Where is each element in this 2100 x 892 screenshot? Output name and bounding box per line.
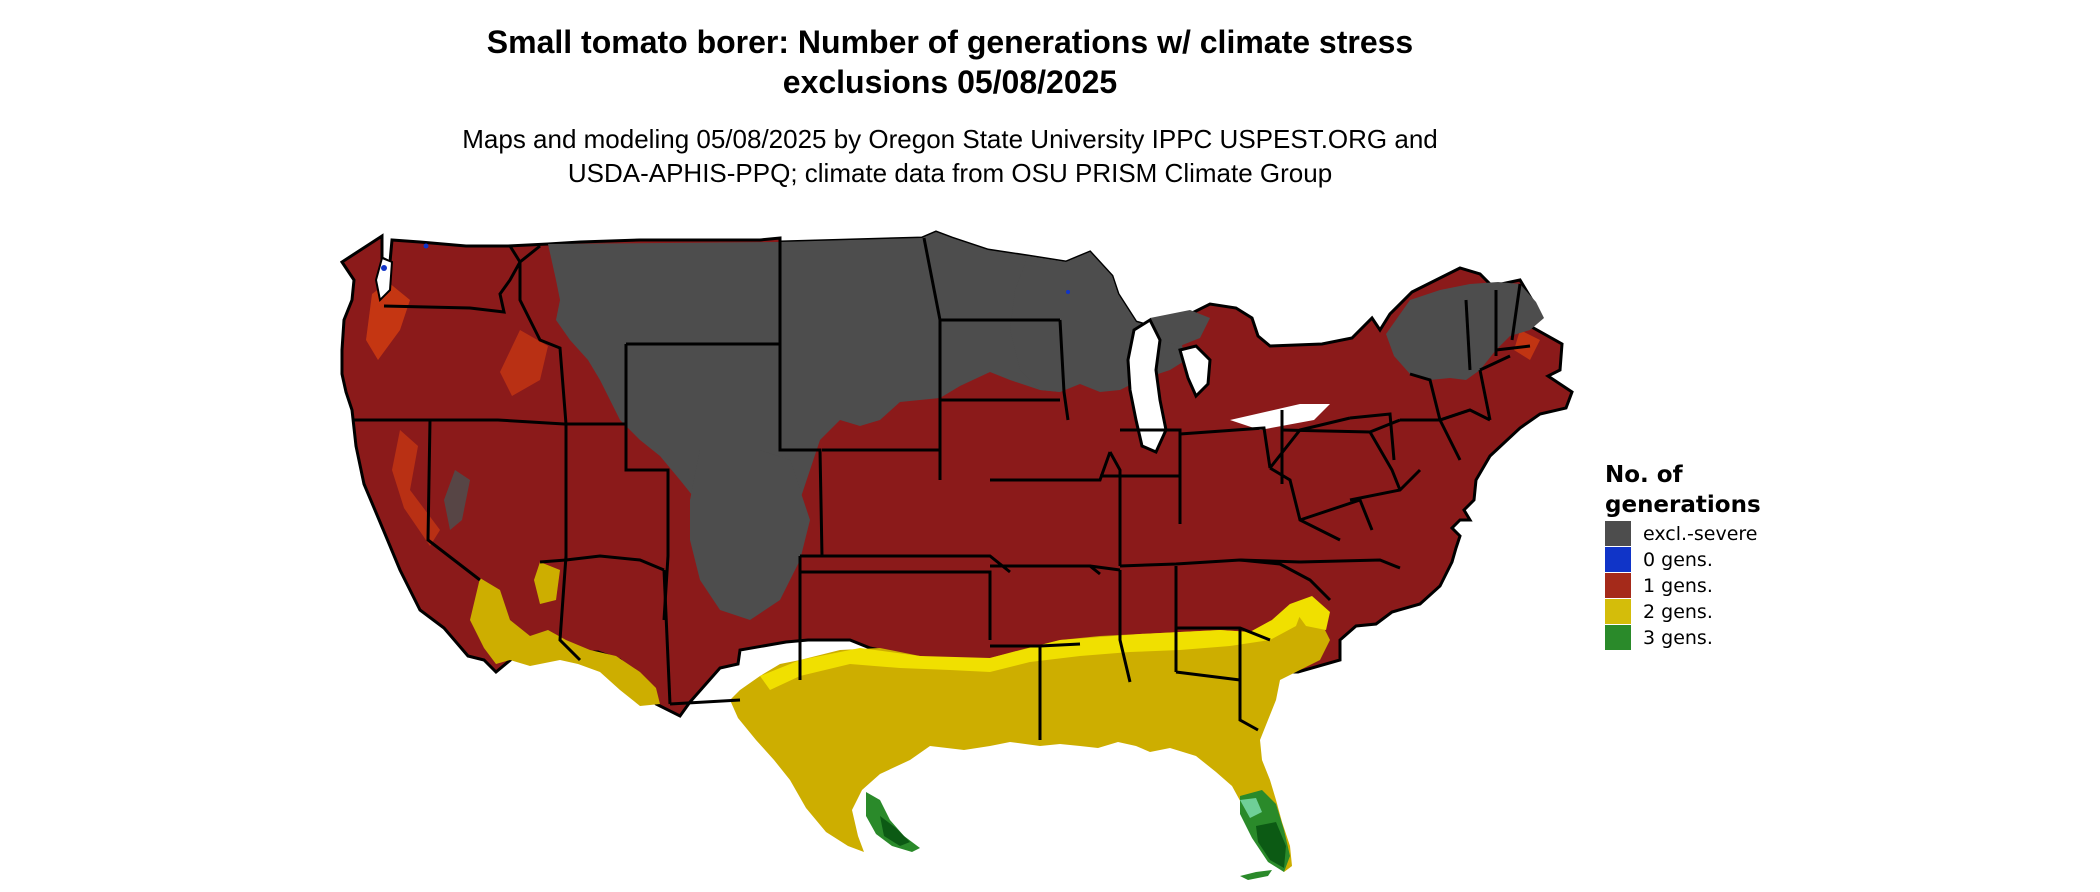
region-excluded-michigan-up <box>1150 310 1210 346</box>
subtitle-line-2: USDA-APHIS-PPQ; climate data from OSU PR… <box>567 158 1333 188</box>
region-two-generations-bright <box>760 604 1302 690</box>
puget-sound <box>374 256 394 303</box>
legend: No. of generations excl.-severe 0 gens. … <box>1605 460 1761 650</box>
title-line-1: Small tomato borer: Number of generation… <box>486 24 1414 60</box>
legend-item-two-gens: 2 gens. <box>1605 599 1761 624</box>
region-three-generations-florida-light <box>1240 798 1262 818</box>
region-three-generations-florida-dark <box>1256 822 1286 868</box>
region-two-generations-nc <box>1290 596 1330 630</box>
region-one-generation-light-1 <box>366 282 410 360</box>
legend-item-excluded: excl.-severe <box>1605 521 1761 546</box>
region-excluded-nevada-patch <box>444 470 470 530</box>
legend-swatch-three-gens <box>1605 625 1631 650</box>
zero-gen-spot-2 <box>423 243 429 249</box>
legend-item-three-gens: 3 gens. <box>1605 625 1761 650</box>
region-three-generations-texas-dark <box>880 816 910 846</box>
subtitle-line-1: Maps and modeling 05/08/2025 by Oregon S… <box>462 124 1438 154</box>
map-subtitle: Maps and modeling 05/08/2025 by Oregon S… <box>0 122 1900 190</box>
region-three-generations-texas <box>866 792 920 852</box>
region-three-generations-keys <box>1240 870 1272 880</box>
legend-title: No. of generations <box>1605 460 1761 520</box>
legend-label: excl.-severe <box>1643 522 1758 545</box>
legend-label: 1 gens. <box>1643 574 1713 597</box>
legend-title-line-1: No. of <box>1605 462 1683 488</box>
lake-erie-shore <box>1230 404 1330 430</box>
region-two-generations-california <box>470 578 660 706</box>
region-excluded-colorado <box>690 450 810 620</box>
legend-label: 2 gens. <box>1643 600 1713 623</box>
zero-gen-spot-1 <box>381 265 387 271</box>
lake-huron-shore <box>1178 344 1212 399</box>
zero-gen-spot-3 <box>1066 290 1070 294</box>
legend-item-zero-gens: 0 gens. <box>1605 547 1761 572</box>
legend-swatch-two-gens <box>1605 599 1631 624</box>
legend-label: 3 gens. <box>1643 626 1713 649</box>
legend-swatch-zero-gens <box>1605 547 1631 572</box>
region-two-generations-arizona <box>534 562 560 604</box>
lake-michigan <box>1126 317 1168 454</box>
map-title: Small tomato borer: Number of generation… <box>0 22 1900 102</box>
legend-item-one-gens: 1 gens. <box>1605 573 1761 598</box>
legend-title-line-2: generations <box>1605 492 1761 518</box>
legend-swatch-one-gens <box>1605 573 1631 598</box>
region-excluded-new-england <box>1386 282 1544 380</box>
state-borders <box>352 237 1531 740</box>
title-line-2: exclusions 05/08/2025 <box>782 64 1118 100</box>
legend-label: 0 gens. <box>1643 548 1713 571</box>
region-one-generation-light-2 <box>500 330 548 396</box>
legend-swatch-excluded <box>1605 521 1631 546</box>
